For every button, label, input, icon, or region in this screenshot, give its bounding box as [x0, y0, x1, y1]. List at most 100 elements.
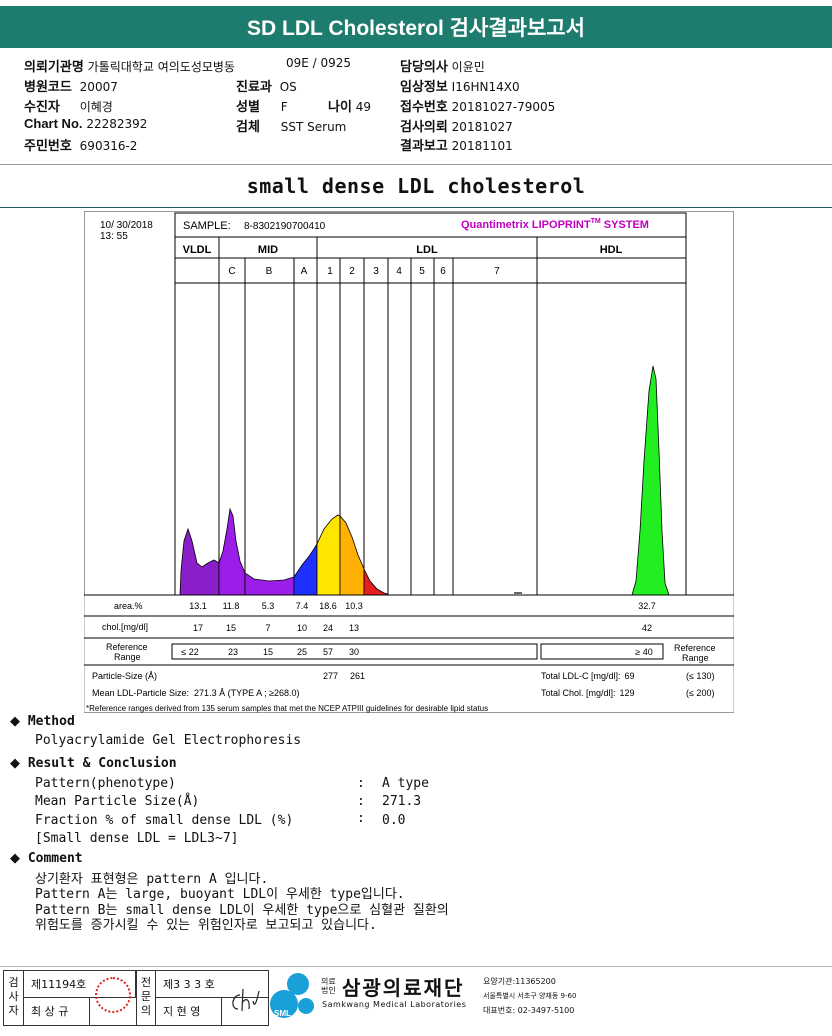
band-label-5: 5: [419, 266, 425, 277]
info-row: 임상정보 I16HN14X0: [400, 76, 520, 95]
ref-box-ldl: [171, 643, 538, 660]
sample-id: 8-8302190700410: [244, 221, 326, 232]
info-label: 수진자: [24, 99, 60, 114]
band-label-4: 4: [396, 266, 402, 277]
band-label-b: B: [266, 266, 273, 277]
info-row: Chart No. 22282392: [24, 116, 147, 131]
info-value: 22282392: [86, 117, 148, 131]
info-label: 나이: [328, 99, 352, 114]
bullet-diamond-icon: ◆: [10, 756, 20, 771]
reference-value: 23: [228, 647, 238, 657]
row-label-ref-right: Reference Range: [674, 643, 716, 663]
info-label: 검체: [236, 119, 260, 134]
info-value: SST Serum: [280, 120, 347, 134]
band-label-7: 7: [494, 266, 500, 277]
area-value: 10.3: [345, 601, 363, 611]
org-en-name: Samkwang Medical Laboratories: [322, 1000, 467, 1009]
reference-value: 30: [349, 647, 359, 657]
section-label-vldl: VLDL: [183, 244, 212, 256]
specialist-signature-icon: [232, 988, 260, 1012]
section-heading: Method: [27, 714, 75, 729]
org-institution-code: 요양기관:11365200: [483, 977, 556, 986]
org-address: 서울특별시 서초구 양재동 9-60: [483, 992, 577, 1000]
info-label: 주민번호: [24, 138, 72, 153]
row-label-area: area.%: [114, 601, 143, 611]
info-label: 접수번호: [400, 99, 448, 114]
result-note: [Small dense LDL = LDL3~7]: [35, 831, 239, 846]
info-label: 임상정보: [400, 79, 448, 94]
result-heading: ◆ Result & Conclusion: [10, 756, 177, 771]
result-value: 0.0: [382, 813, 406, 828]
reference-value: 57: [323, 647, 333, 657]
comment-line: 위험도를 증가시킬 수 있는 위험인자로 보고되고 있습니다.: [35, 918, 377, 933]
method-heading: ◆ Method: [10, 714, 75, 729]
info-row: 진료과 OS: [236, 76, 297, 95]
info-value: I16HN14X0: [451, 80, 520, 94]
info-value: 가톨릭대학교 여의도성모병동: [87, 60, 235, 74]
lipoprint-chart: 10/ 30/2018 13: 55 SAMPLE: 8-83021907004…: [84, 211, 734, 713]
area-value: 13.1: [189, 601, 207, 611]
result-value: 271.3: [382, 794, 422, 809]
area-value: 7.4: [296, 601, 309, 611]
band-label-a: A: [301, 266, 308, 277]
chol-value: 7: [265, 623, 270, 633]
info-row: 수진자 이혜경: [24, 96, 113, 115]
info-value: OS: [279, 80, 297, 94]
info-row: 검사의뢰 20181027: [400, 116, 513, 135]
curve-fraction-7: [631, 365, 670, 596]
result-sep: :: [357, 794, 365, 809]
area-value: 5.3: [262, 601, 275, 611]
info-value: 20007: [79, 80, 118, 94]
info-label: 검사의뢰: [400, 119, 448, 134]
info-label: 담당의사: [400, 59, 448, 74]
info-label: 의뢰기관명: [24, 59, 84, 74]
examiner-name: 최 상 규: [24, 998, 90, 1025]
info-label: 결과보고: [400, 138, 448, 153]
band-label-3: 3: [373, 266, 379, 277]
chart-date: 10/ 30/2018: [100, 220, 153, 231]
chol-value: 15: [226, 623, 236, 633]
section-heading: Comment: [27, 851, 83, 866]
info-value: 09E / 0925: [286, 56, 352, 70]
band-label-c: C: [228, 266, 235, 277]
chart-footnote: *Reference ranges derived from 135 serum…: [86, 704, 488, 713]
comment-heading: ◆ Comment: [10, 851, 83, 866]
section-heading: Result & Conclusion: [27, 756, 177, 771]
band-label-6: 6: [440, 266, 446, 277]
ref-box-hdl: [540, 643, 664, 660]
area-value: 32.7: [638, 601, 656, 611]
bullet-diamond-icon: ◆: [10, 851, 20, 866]
reference-value: ≤ 22: [181, 647, 198, 657]
total-chol: Total Chol. [mg/dl]: 129: [541, 688, 635, 698]
info-value: 이윤민: [451, 60, 485, 74]
org-prefix: 의료법인: [321, 977, 336, 995]
result-sep: :: [357, 776, 365, 791]
info-label: 진료과: [236, 79, 272, 94]
reference-value: ≥ 40: [635, 647, 652, 657]
logo-text: SML: [274, 1009, 291, 1018]
divider: [0, 164, 832, 165]
info-label: Chart No.: [24, 116, 83, 131]
result-label: Fraction % of small dense LDL (%): [35, 813, 294, 828]
reference-value: 25: [297, 647, 307, 657]
info-row: 병원코드 20007: [24, 76, 118, 95]
total-ldl-ref: (≤ 130): [686, 671, 714, 681]
band-label-2: 2: [349, 266, 355, 277]
sample-label: SAMPLE:: [183, 220, 231, 232]
area-value: 11.8: [223, 601, 240, 611]
specialist-license: 제3 3 3 호: [156, 971, 268, 998]
chart-header: 10/ 30/2018 13: 55 SAMPLE: 8-83021907004…: [100, 212, 687, 242]
bullet-diamond-icon: ◆: [10, 714, 20, 729]
result-sep: :: [357, 811, 365, 826]
divider: [0, 207, 832, 208]
info-value: 20181101: [451, 139, 513, 153]
area-value: 18.6: [319, 601, 337, 611]
specialist-name: 지 현 영: [156, 998, 222, 1025]
comment-line: 상기환자 표현형은 pattern A 입니다.: [35, 872, 269, 887]
result-label: Mean Particle Size(Å): [35, 794, 200, 809]
info-value: 이혜경: [79, 100, 113, 114]
signature-block: 검사자 제11194호 최 상 규 전문의 제3 3 3 호 지 현 영: [3, 970, 269, 1026]
lipoprint-chart-svg: 10/ 30/2018 13: 55 SAMPLE: 8-83021907004…: [84, 211, 734, 713]
sml-logo-icon: SML: [270, 970, 318, 1022]
info-row: 접수번호 20181027-79005: [400, 96, 555, 115]
